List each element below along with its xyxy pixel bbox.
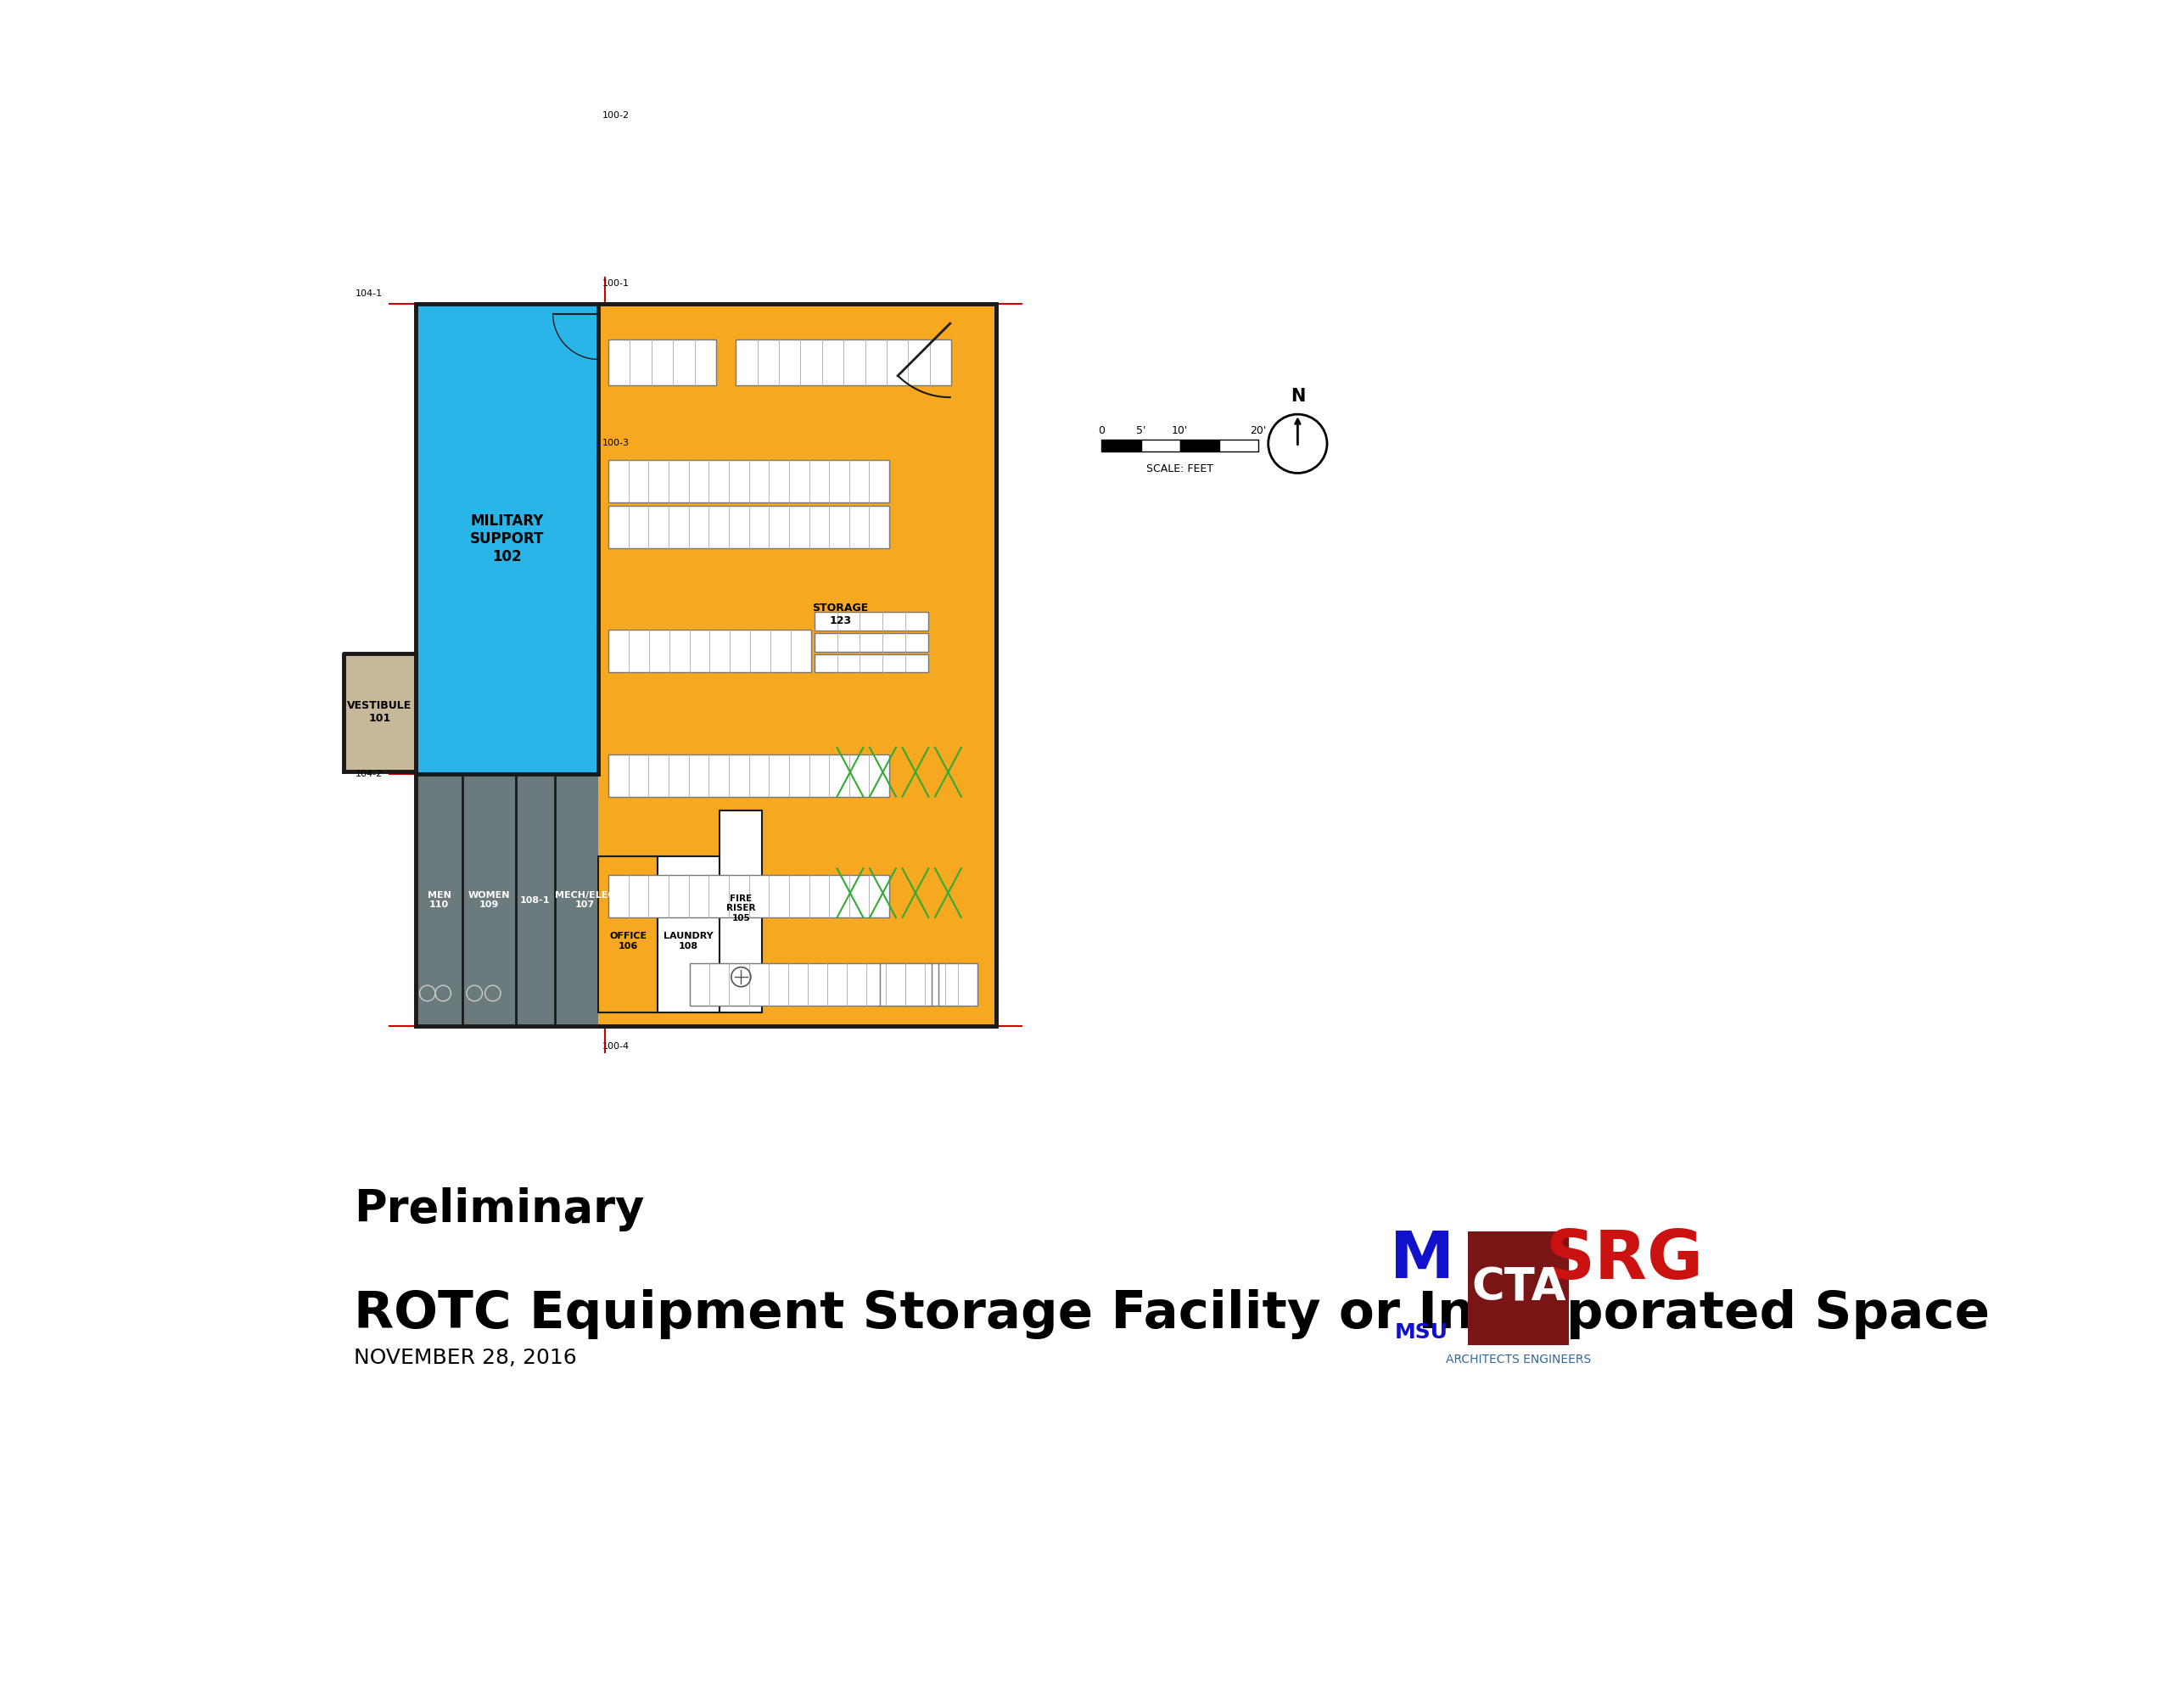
Text: ARCHITECTS ENGINEERS: ARCHITECTS ENGINEERS <box>1446 1354 1592 1366</box>
Text: MSU: MSU <box>1396 1322 1448 1342</box>
Bar <box>1140 441 1179 451</box>
Bar <box>415 775 598 1026</box>
Bar <box>1101 441 1140 451</box>
Text: 100-2: 100-2 <box>603 111 629 120</box>
Text: M: M <box>1389 1229 1455 1291</box>
Text: WOMEN
109: WOMEN 109 <box>467 891 511 910</box>
Text: OFFICE
106: OFFICE 106 <box>609 932 646 950</box>
Bar <box>609 461 889 503</box>
Bar <box>415 304 598 775</box>
Text: Preliminary: Preliminary <box>354 1187 644 1231</box>
Text: 0: 0 <box>1099 425 1105 436</box>
Text: 104-1: 104-1 <box>356 290 382 299</box>
Bar <box>719 810 762 1013</box>
Text: NOVEMBER 28, 2016: NOVEMBER 28, 2016 <box>354 1349 577 1369</box>
Bar <box>609 630 810 672</box>
Text: MEN
110: MEN 110 <box>428 891 452 910</box>
Text: SRG: SRG <box>1546 1227 1704 1293</box>
Bar <box>880 964 933 1006</box>
Bar <box>609 339 716 385</box>
Text: 20': 20' <box>1249 425 1267 436</box>
Bar <box>939 964 978 1006</box>
Bar <box>609 755 889 797</box>
Bar <box>815 613 928 631</box>
Text: N: N <box>1291 388 1306 405</box>
Bar <box>815 633 928 652</box>
Bar <box>1179 441 1219 451</box>
Text: ROTC Equipment Storage Facility or Incorporated Space: ROTC Equipment Storage Facility or Incor… <box>354 1290 1990 1339</box>
Bar <box>609 506 889 549</box>
Bar <box>815 655 928 672</box>
Text: SCALE: FEET: SCALE: FEET <box>1147 463 1214 474</box>
Bar <box>690 964 965 1006</box>
Bar <box>657 856 719 1013</box>
Text: 10': 10' <box>1173 425 1188 436</box>
Text: CTA: CTA <box>1472 1266 1566 1310</box>
Bar <box>415 304 996 1026</box>
Text: 100-3: 100-3 <box>603 439 629 447</box>
Text: FIRE
RISER
105: FIRE RISER 105 <box>727 895 756 922</box>
Text: MECH/ELEC
107: MECH/ELEC 107 <box>555 891 614 910</box>
Bar <box>736 339 952 385</box>
Bar <box>1468 1231 1568 1345</box>
Text: 5': 5' <box>1136 425 1147 436</box>
Bar <box>598 856 657 1013</box>
Text: 100-4: 100-4 <box>603 1041 629 1050</box>
Bar <box>609 874 889 918</box>
Text: 108-1: 108-1 <box>520 896 550 905</box>
Text: STORAGE
123: STORAGE 123 <box>812 603 869 626</box>
Text: 104-2: 104-2 <box>356 770 382 778</box>
Text: VESTIBULE
101: VESTIBULE 101 <box>347 701 413 724</box>
Bar <box>1219 441 1258 451</box>
Text: LAUNDRY
108: LAUNDRY 108 <box>664 932 714 950</box>
Text: MILITARY
SUPPORT
102: MILITARY SUPPORT 102 <box>470 513 544 564</box>
Text: 100-1: 100-1 <box>603 279 629 287</box>
Bar <box>343 653 415 771</box>
